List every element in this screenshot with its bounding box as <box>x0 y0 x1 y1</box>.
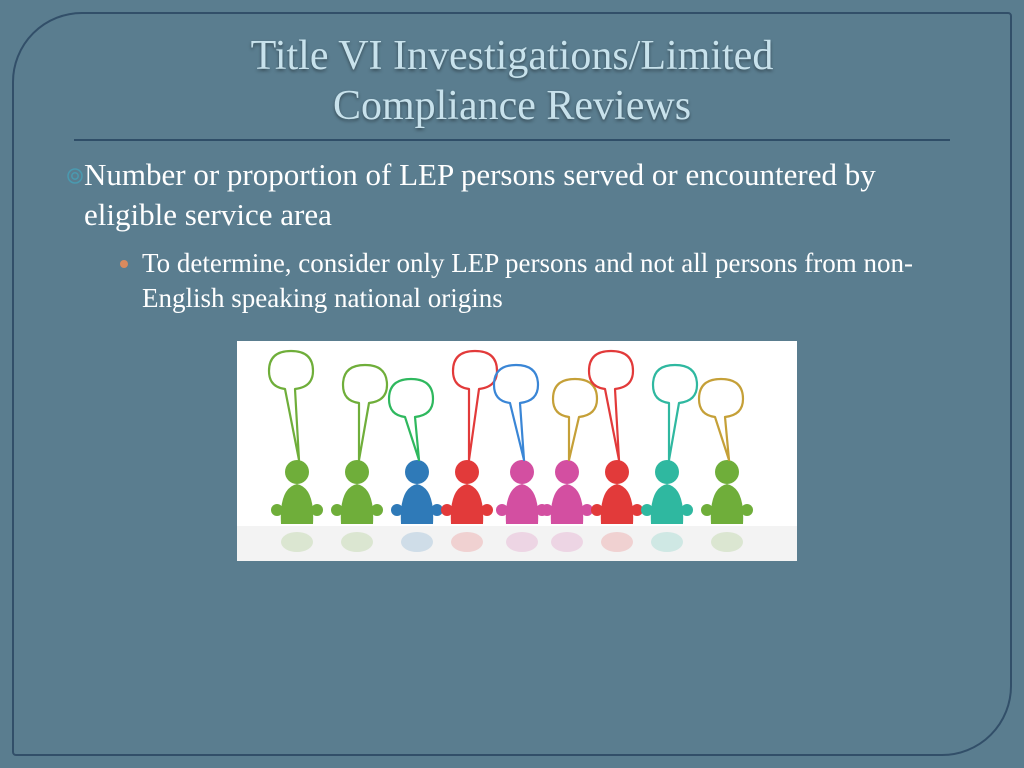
slide-frame: Title VI Investigations/Limited Complian… <box>12 12 1012 756</box>
sub-bullet: To determine, consider only LEP persons … <box>120 246 950 317</box>
title-line-1: Title VI Investigations/Limited <box>251 33 774 79</box>
target-bullet-icon <box>66 167 84 185</box>
sub-bullet-dot-icon <box>120 260 128 268</box>
title-line-2: Compliance Reviews <box>333 83 691 129</box>
people-speech-bubbles-illustration <box>237 341 797 561</box>
title-divider <box>74 139 950 141</box>
slide-content: Number or proportion of LEP persons serv… <box>14 155 1010 561</box>
sub-bullet-text: To determine, consider only LEP persons … <box>142 246 950 317</box>
main-bullet-text: Number or proportion of LEP persons serv… <box>84 155 950 236</box>
main-bullet: Number or proportion of LEP persons serv… <box>84 155 950 236</box>
slide-title: Title VI Investigations/Limited Complian… <box>14 14 1010 139</box>
